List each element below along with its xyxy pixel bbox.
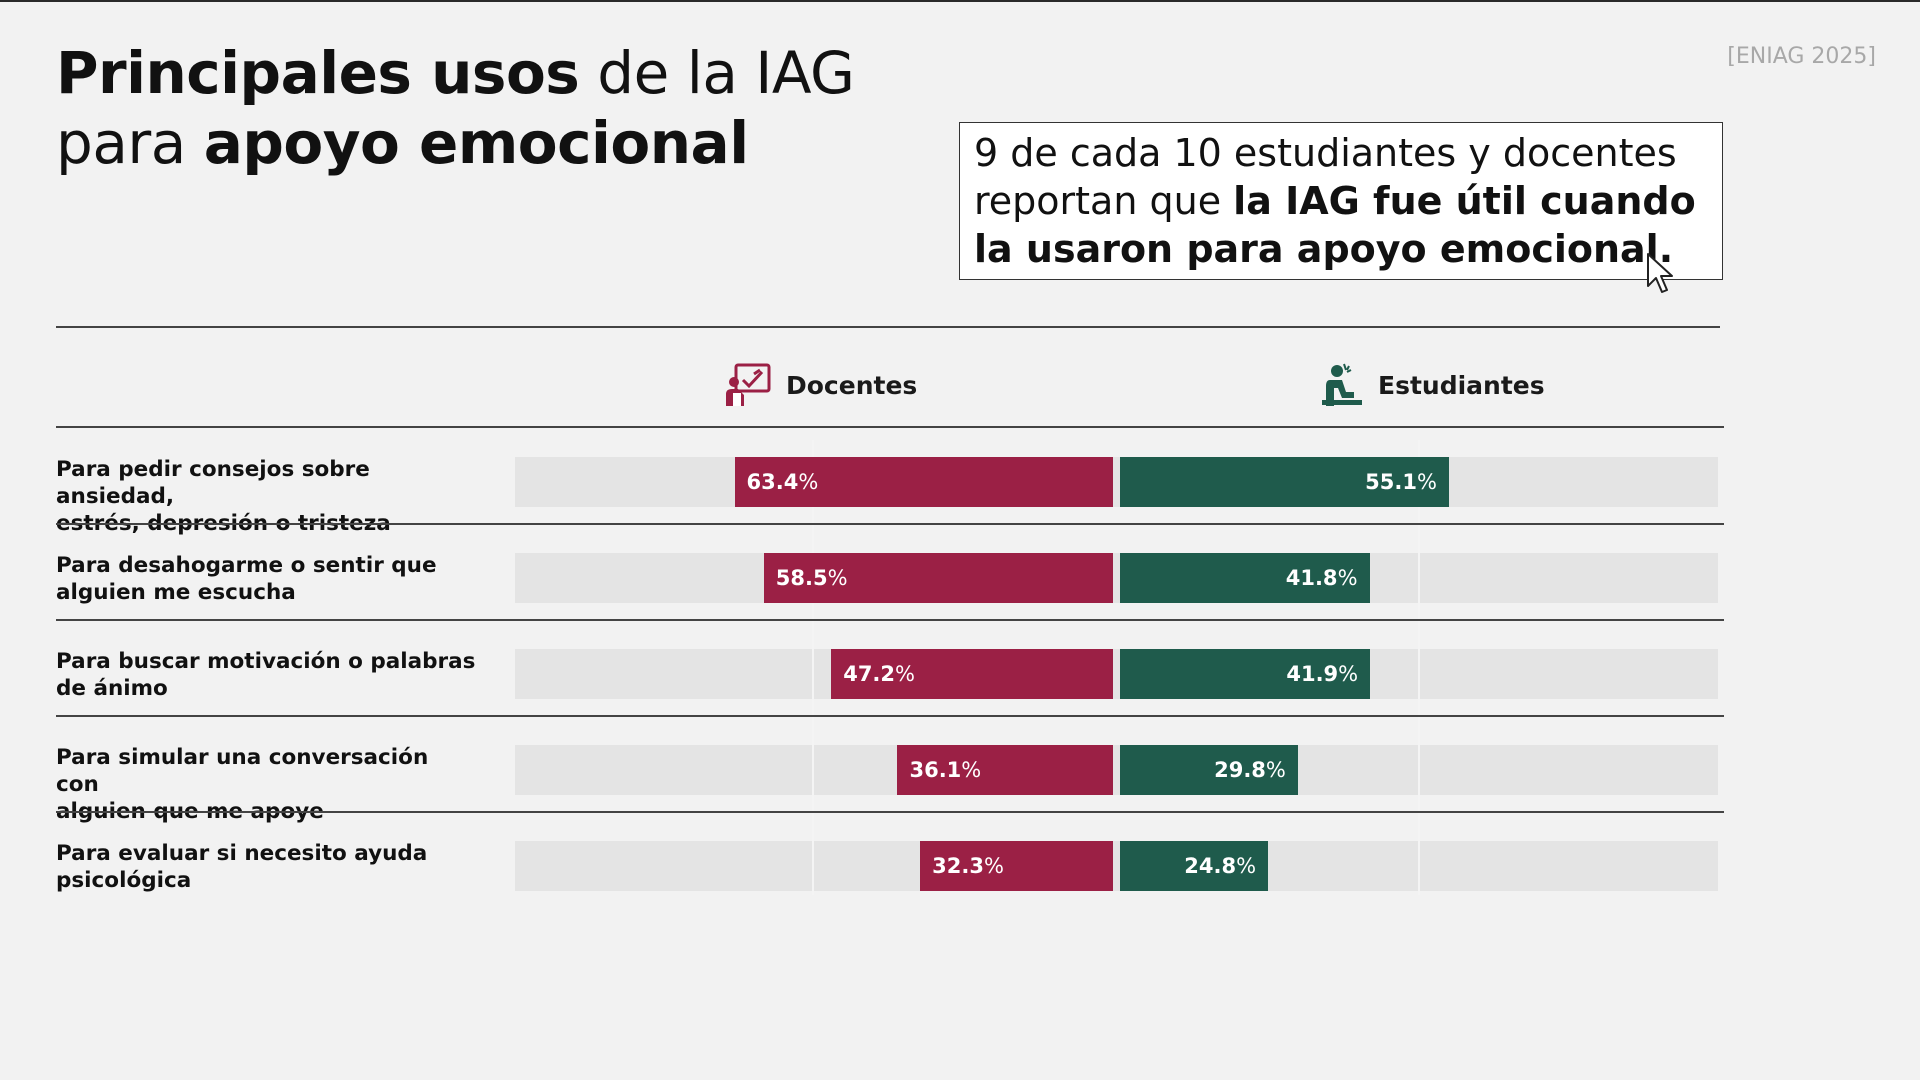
- title-bold-part-2: apoyo emocional: [203, 109, 749, 177]
- bar-track: [515, 841, 1718, 891]
- bar-estudiantes: 55.1%: [1120, 457, 1449, 507]
- data-label-estudiantes: 29.8%: [1214, 758, 1286, 782]
- bar-docentes: 58.5%: [763, 553, 1113, 603]
- teacher-board-icon: [726, 363, 771, 406]
- category-label: Para buscar motivación o palabras de ánim…: [56, 649, 476, 701]
- bar-track: [515, 649, 1718, 699]
- data-label-docentes: 63.4%: [746, 470, 819, 494]
- data-label-docentes: 47.2%: [843, 662, 915, 686]
- grid-line: [1418, 440, 1420, 895]
- bar-estudiantes: 24.8%: [1120, 841, 1269, 891]
- bar-docentes: 63.4%: [734, 457, 1113, 507]
- title-line-2: para apoyo emocional: [56, 108, 855, 178]
- mouse-pointer-icon: [1647, 253, 1673, 293]
- data-label-estudiantes: 24.8%: [1184, 854, 1257, 878]
- row-divider: [56, 715, 1724, 717]
- bar-docentes: 47.2%: [831, 649, 1113, 699]
- row-divider: [56, 523, 1724, 525]
- title-normal-part-2: para: [56, 109, 204, 177]
- source-label: [ENIAG 2025]: [1727, 44, 1876, 69]
- legend-estudiantes: Estudiantes: [1320, 360, 1545, 410]
- legend-estudiantes-label: Estudiantes: [1378, 370, 1545, 400]
- callout-box: 9 de cada 10 estudiantes y docentes repo…: [959, 122, 1723, 280]
- bar-track: [515, 745, 1718, 795]
- data-label-estudiantes: 41.8%: [1285, 566, 1358, 590]
- category-label: Para pedir consejos sobre ansiedad, estré…: [56, 457, 391, 536]
- data-label-docentes: 36.1%: [909, 758, 982, 782]
- bar-track: [515, 553, 1718, 603]
- category-label: Para simular una conversación con alguien…: [56, 745, 429, 824]
- title-bold-part-1: Principales usos: [56, 39, 580, 107]
- bar-estudiantes: 41.9%: [1120, 649, 1371, 699]
- top-border: [0, 0, 1920, 2]
- callout-text-bold: la IAG fue útil cuando la usaron para ap…: [974, 179, 1696, 271]
- data-label-docentes: 58.5%: [775, 566, 848, 590]
- bar-docentes: 36.1%: [897, 745, 1113, 795]
- header-divider: [56, 426, 1724, 428]
- legend-docentes: Docentes: [724, 360, 917, 410]
- title-line-1: Principales usos de la IAG: [56, 38, 855, 108]
- row-divider: [56, 619, 1724, 621]
- grid-line: [812, 440, 814, 895]
- legend-docentes-label: Docentes: [786, 370, 918, 400]
- bar-track: [515, 457, 1718, 507]
- title-normal-part-1: de la IAG: [579, 39, 855, 107]
- title-divider: [56, 326, 1720, 328]
- bar-docentes: 32.3%: [920, 841, 1113, 891]
- data-label-estudiantes: 41.9%: [1286, 662, 1359, 686]
- callout-text-normal: 9 de cada 10 estudiantes y docentes repo…: [974, 131, 1677, 223]
- bar-estudiantes: 29.8%: [1120, 745, 1298, 795]
- student-desk-icon: [1322, 363, 1362, 406]
- row-divider: [56, 811, 1724, 813]
- bar-estudiantes: 41.8%: [1120, 553, 1370, 603]
- page-title: Principales usos de la IAG para apoyo em…: [56, 38, 855, 178]
- data-label-estudiantes: 55.1%: [1365, 470, 1437, 494]
- data-label-docentes: 32.3%: [932, 854, 1004, 878]
- category-label: Para evaluar si necesito ayuda psicológic…: [56, 841, 428, 893]
- category-label: Para desahogarme o sentir que alguien me …: [56, 553, 437, 605]
